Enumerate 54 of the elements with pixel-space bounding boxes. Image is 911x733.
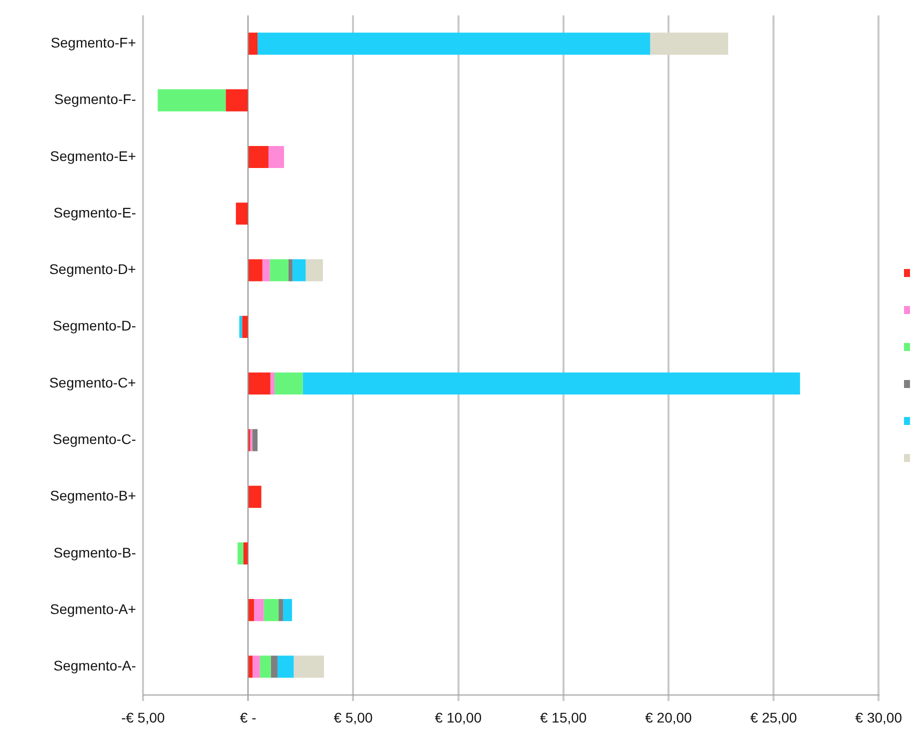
x-tick-label: -€ 5,00 xyxy=(121,709,166,726)
y-tick-label: Segmento-B+ xyxy=(50,488,136,504)
x-tick-label: € 25,00 xyxy=(750,709,798,726)
bar xyxy=(248,486,262,508)
x-tick-label: € 20,00 xyxy=(645,709,692,726)
bar xyxy=(262,259,270,282)
y-tick-label: Segmento-F- xyxy=(54,91,136,108)
bar xyxy=(248,656,253,678)
bar xyxy=(248,146,268,168)
bar xyxy=(252,429,258,452)
x-tick-label: € 15,00 xyxy=(540,709,587,726)
y-tick-label: Segmento-C- xyxy=(52,431,136,448)
y-tick-label: Segmento-D- xyxy=(52,318,136,334)
bar xyxy=(278,656,294,678)
bar xyxy=(302,372,800,395)
bar xyxy=(306,259,323,282)
bar xyxy=(158,89,226,112)
bar xyxy=(294,656,324,678)
bar xyxy=(238,542,244,564)
bar xyxy=(242,316,248,338)
bar xyxy=(270,259,288,282)
bar xyxy=(288,259,292,282)
y-tick-label: Segmento-E+ xyxy=(50,148,136,164)
bar xyxy=(258,32,650,55)
y-tick-label: Segmento-E- xyxy=(54,204,136,220)
y-tick-label: Segmento-A- xyxy=(54,658,136,674)
y-tick-label: Segmento-C+ xyxy=(49,374,136,390)
bar xyxy=(236,202,248,225)
bar xyxy=(248,372,270,395)
bar xyxy=(248,32,258,55)
bar xyxy=(292,259,306,282)
bar xyxy=(260,656,271,678)
bar xyxy=(248,599,254,622)
y-tick-label: Segmento-A+ xyxy=(50,600,136,617)
bar xyxy=(274,372,303,395)
bar xyxy=(278,599,283,622)
y-tick-label: Segmento-B- xyxy=(54,544,136,560)
bar xyxy=(248,259,262,282)
bar xyxy=(226,89,248,112)
bar xyxy=(268,146,284,168)
bar xyxy=(254,599,264,622)
bar xyxy=(243,542,248,564)
x-tick-label: € 30,00 xyxy=(855,709,902,726)
bar xyxy=(650,32,728,55)
bar xyxy=(252,656,260,678)
y-tick-label: Segmento-D+ xyxy=(49,261,136,278)
bar xyxy=(264,599,279,622)
bar xyxy=(282,599,292,622)
x-tick-label: € 10,00 xyxy=(434,709,482,726)
x-tick-label: € 5,00 xyxy=(334,709,373,726)
bar xyxy=(270,372,275,395)
y-tick-label: Segmento-F+ xyxy=(50,34,136,51)
x-tick-label: € - xyxy=(240,709,257,726)
bar xyxy=(270,656,278,678)
